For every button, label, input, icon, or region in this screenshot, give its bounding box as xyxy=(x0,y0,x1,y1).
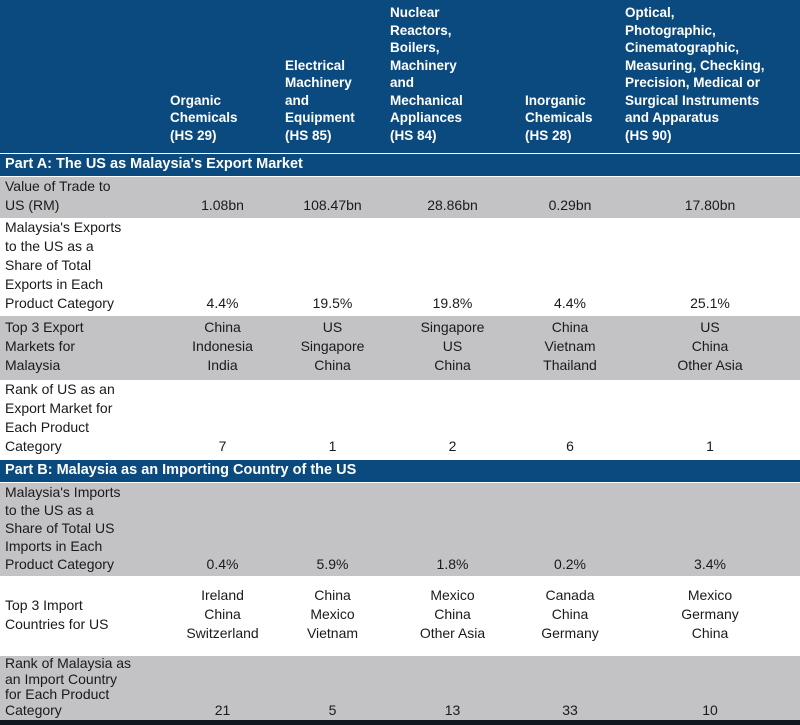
cell-hs85: 19.5% xyxy=(280,218,385,316)
row-label: Malaysia's Exports to the US as a Share … xyxy=(0,218,165,316)
column-header-hs28: Inorganic Chemicals (HS 28) xyxy=(520,0,620,154)
section-band-part-b: Part B: Malaysia as an Importing Country… xyxy=(0,459,800,483)
row-export-share: Malaysia's Exports to the US as a Share … xyxy=(0,218,800,316)
row-rank-of-us: Rank of US as an Export Market for Each … xyxy=(0,380,800,460)
row-label: Value of Trade to US (RM) xyxy=(0,176,165,218)
section-title-part-b: Part B: Malaysia as an Importing Country… xyxy=(0,459,800,483)
cell-hs29: 1.08bn xyxy=(165,176,280,218)
cell-hs84: 19.8% xyxy=(385,218,520,316)
cell-hs90: US China Other Asia xyxy=(620,316,800,380)
cell-hs28: 0.2% xyxy=(520,482,620,576)
cell-hs90: Mexico Germany China xyxy=(620,576,800,656)
cell-hs90: 3.4% xyxy=(620,482,800,576)
cell-hs85: US Singapore China xyxy=(280,316,385,380)
row-top3-import-countries: Top 3 Import Countries for US Ireland Ch… xyxy=(0,576,800,656)
cell-hs29: 7 xyxy=(165,380,280,460)
cell-hs28: Canada China Germany xyxy=(520,576,620,656)
column-header-hs29: Organic Chemicals (HS 29) xyxy=(165,0,280,154)
section-band-part-a: Part A: The US as Malaysia's Export Mark… xyxy=(0,153,800,177)
cell-hs85: 1 xyxy=(280,380,385,460)
cell-hs85: 5 xyxy=(280,656,385,723)
row-label: Top 3 Export Markets for Malaysia xyxy=(0,316,165,380)
cell-hs84: Singapore US China xyxy=(385,316,520,380)
cell-hs84: 2 xyxy=(385,380,520,460)
cell-hs84: 28.86bn xyxy=(385,176,520,218)
cell-hs29: 4.4% xyxy=(165,218,280,316)
cell-hs28: 4.4% xyxy=(520,218,620,316)
row-import-share: Malaysia's Imports to the US as a Share … xyxy=(0,482,800,576)
cell-hs29: Ireland China Switzerland xyxy=(165,576,280,656)
cell-hs28: 6 xyxy=(520,380,620,460)
cell-hs84: 1.8% xyxy=(385,482,520,576)
column-header-hs90: Optical, Photographic, Cinematographic, … xyxy=(620,0,800,154)
column-header-row: Organic Chemicals (HS 29) Electrical Mac… xyxy=(0,0,800,154)
cell-hs84: Mexico China Other Asia xyxy=(385,576,520,656)
cell-hs28: 0.29bn xyxy=(520,176,620,218)
cell-hs29: China Indonesia India xyxy=(165,316,280,380)
cell-hs85: 5.9% xyxy=(280,482,385,576)
cell-hs29: 0.4% xyxy=(165,482,280,576)
cell-hs29: 21 xyxy=(165,656,280,723)
cell-hs85: 108.47bn xyxy=(280,176,385,218)
cell-hs90: 1 xyxy=(620,380,800,460)
column-header-hs84: Nuclear Reactors, Boilers, Machinery and… xyxy=(385,0,520,154)
cell-hs28: China Vietnam Thailand xyxy=(520,316,620,380)
row-rank-of-malaysia: Rank of Malaysia as an Import Country fo… xyxy=(0,655,800,723)
cell-hs90: 17.80bn xyxy=(620,176,800,218)
cell-hs28: 33 xyxy=(520,656,620,723)
row-top3-export-markets: Top 3 Export Markets for Malaysia China … xyxy=(0,316,800,380)
cell-hs85: China Mexico Vietnam xyxy=(280,576,385,656)
cell-hs90: 25.1% xyxy=(620,218,800,316)
row-label: Malaysia's Imports to the US as a Share … xyxy=(0,482,165,576)
cell-hs90: 10 xyxy=(620,656,800,723)
row-label: Top 3 Import Countries for US xyxy=(0,576,165,656)
row-value-of-trade: Value of Trade to US (RM) 1.08bn 108.47b… xyxy=(0,176,800,218)
row-label: Rank of Malaysia as an Import Country fo… xyxy=(0,655,165,723)
column-header-hs85: Electrical Machinery and Equipment (HS 8… xyxy=(280,0,385,154)
section-title-part-a: Part A: The US as Malaysia's Export Mark… xyxy=(0,153,800,177)
cell-hs84: 13 xyxy=(385,656,520,723)
row-label: Rank of US as an Export Market for Each … xyxy=(0,380,165,460)
column-header-blank xyxy=(0,0,165,154)
